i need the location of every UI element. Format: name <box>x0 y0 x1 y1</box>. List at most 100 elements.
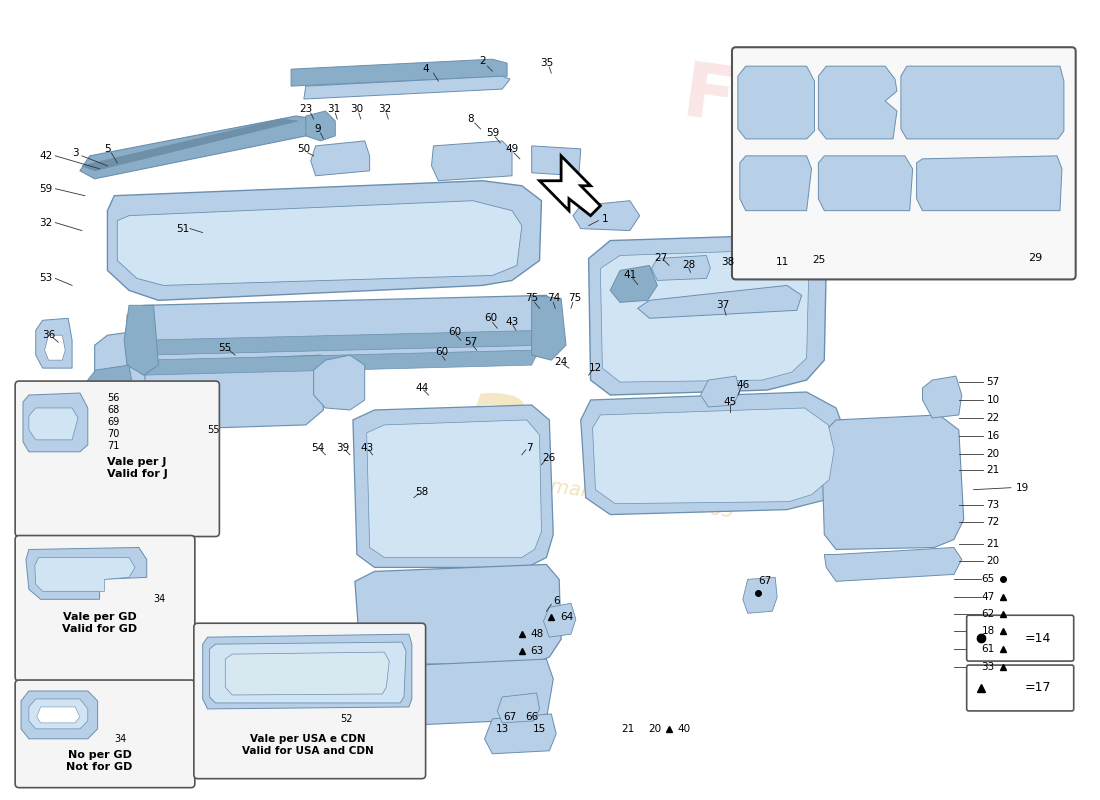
Text: 53: 53 <box>39 274 52 283</box>
Text: Valid for GD: Valid for GD <box>62 624 138 634</box>
Polygon shape <box>573 201 640 230</box>
Polygon shape <box>134 330 557 355</box>
Text: 43: 43 <box>505 318 518 327</box>
Text: 8: 8 <box>468 114 474 124</box>
Text: 21: 21 <box>621 724 635 734</box>
Polygon shape <box>588 235 826 395</box>
Text: 51: 51 <box>176 223 189 234</box>
Text: 59: 59 <box>39 184 52 194</box>
Text: Not for GD: Not for GD <box>66 762 133 772</box>
Text: 34: 34 <box>154 594 166 604</box>
Text: 20: 20 <box>987 557 1000 566</box>
FancyBboxPatch shape <box>15 680 195 788</box>
FancyBboxPatch shape <box>732 47 1076 279</box>
Polygon shape <box>822 415 964 550</box>
Polygon shape <box>23 393 88 452</box>
Text: 42: 42 <box>39 151 52 161</box>
Text: 3: 3 <box>451 387 534 493</box>
Polygon shape <box>118 201 521 286</box>
Text: 67: 67 <box>504 712 517 722</box>
Text: 45: 45 <box>724 397 737 407</box>
Text: 31: 31 <box>327 104 340 114</box>
Text: =17: =17 <box>1024 682 1050 694</box>
Polygon shape <box>36 707 80 723</box>
Text: 6: 6 <box>553 596 560 606</box>
Polygon shape <box>36 318 73 368</box>
Polygon shape <box>497 693 539 723</box>
Text: FERRARI: FERRARI <box>678 58 1053 183</box>
Polygon shape <box>593 408 834 504</box>
Polygon shape <box>651 255 711 281</box>
Text: 57: 57 <box>987 377 1000 387</box>
Text: 54: 54 <box>311 443 324 453</box>
Polygon shape <box>610 266 658 302</box>
Text: 20: 20 <box>648 724 661 734</box>
Text: 19: 19 <box>1016 482 1030 493</box>
Text: 74: 74 <box>547 294 560 303</box>
Polygon shape <box>431 141 512 181</box>
Text: 63: 63 <box>530 646 543 656</box>
Polygon shape <box>581 392 846 514</box>
Polygon shape <box>901 66 1064 139</box>
Text: 39: 39 <box>337 443 350 453</box>
Polygon shape <box>539 156 601 216</box>
Polygon shape <box>210 642 406 703</box>
Text: =14: =14 <box>1024 632 1050 645</box>
Text: 62: 62 <box>981 610 994 619</box>
Polygon shape <box>531 146 581 176</box>
Polygon shape <box>916 156 1062 210</box>
Polygon shape <box>306 111 336 141</box>
Text: 32: 32 <box>39 218 52 228</box>
Text: Vale per J: Vale per J <box>108 457 167 466</box>
Text: 10: 10 <box>987 395 1000 405</box>
Polygon shape <box>818 156 913 210</box>
Text: 67: 67 <box>759 576 772 586</box>
Polygon shape <box>484 714 557 754</box>
Text: 72: 72 <box>987 517 1000 526</box>
Polygon shape <box>366 420 541 558</box>
Polygon shape <box>740 156 812 210</box>
Text: 46: 46 <box>736 380 749 390</box>
Text: Valid for USA and CDN: Valid for USA and CDN <box>242 746 374 756</box>
Polygon shape <box>81 119 298 170</box>
Polygon shape <box>824 547 961 582</box>
Polygon shape <box>314 355 365 410</box>
Polygon shape <box>80 116 316 178</box>
Text: 33: 33 <box>981 662 994 672</box>
Polygon shape <box>531 295 566 360</box>
Polygon shape <box>292 59 507 86</box>
Text: 7: 7 <box>527 443 534 453</box>
Polygon shape <box>742 578 778 614</box>
Text: 48: 48 <box>530 629 543 639</box>
Text: 2: 2 <box>480 56 486 66</box>
Text: 55: 55 <box>219 343 232 353</box>
Polygon shape <box>95 330 146 460</box>
Text: 69: 69 <box>108 417 120 427</box>
Polygon shape <box>738 66 814 139</box>
Text: 12: 12 <box>588 363 602 373</box>
Text: 52: 52 <box>340 714 353 724</box>
Text: 60: 60 <box>484 314 497 323</box>
Text: 16: 16 <box>987 431 1000 441</box>
Text: 57: 57 <box>464 338 477 347</box>
Polygon shape <box>134 350 537 375</box>
Text: 30: 30 <box>350 104 363 114</box>
Polygon shape <box>45 335 65 360</box>
FancyBboxPatch shape <box>967 615 1074 661</box>
Text: 34: 34 <box>114 734 126 744</box>
Polygon shape <box>35 558 135 591</box>
Text: 37: 37 <box>716 300 729 310</box>
Text: 22: 22 <box>987 413 1000 423</box>
FancyBboxPatch shape <box>967 665 1074 711</box>
Text: 9: 9 <box>315 124 321 134</box>
Text: 18: 18 <box>981 626 994 636</box>
Polygon shape <box>26 547 146 599</box>
Text: 73: 73 <box>987 500 1000 510</box>
Polygon shape <box>304 76 510 99</box>
Text: 47: 47 <box>981 592 994 602</box>
Text: 56: 56 <box>108 393 120 403</box>
Text: 71: 71 <box>108 441 120 451</box>
Polygon shape <box>124 306 158 375</box>
Polygon shape <box>543 603 575 637</box>
Polygon shape <box>601 250 808 382</box>
